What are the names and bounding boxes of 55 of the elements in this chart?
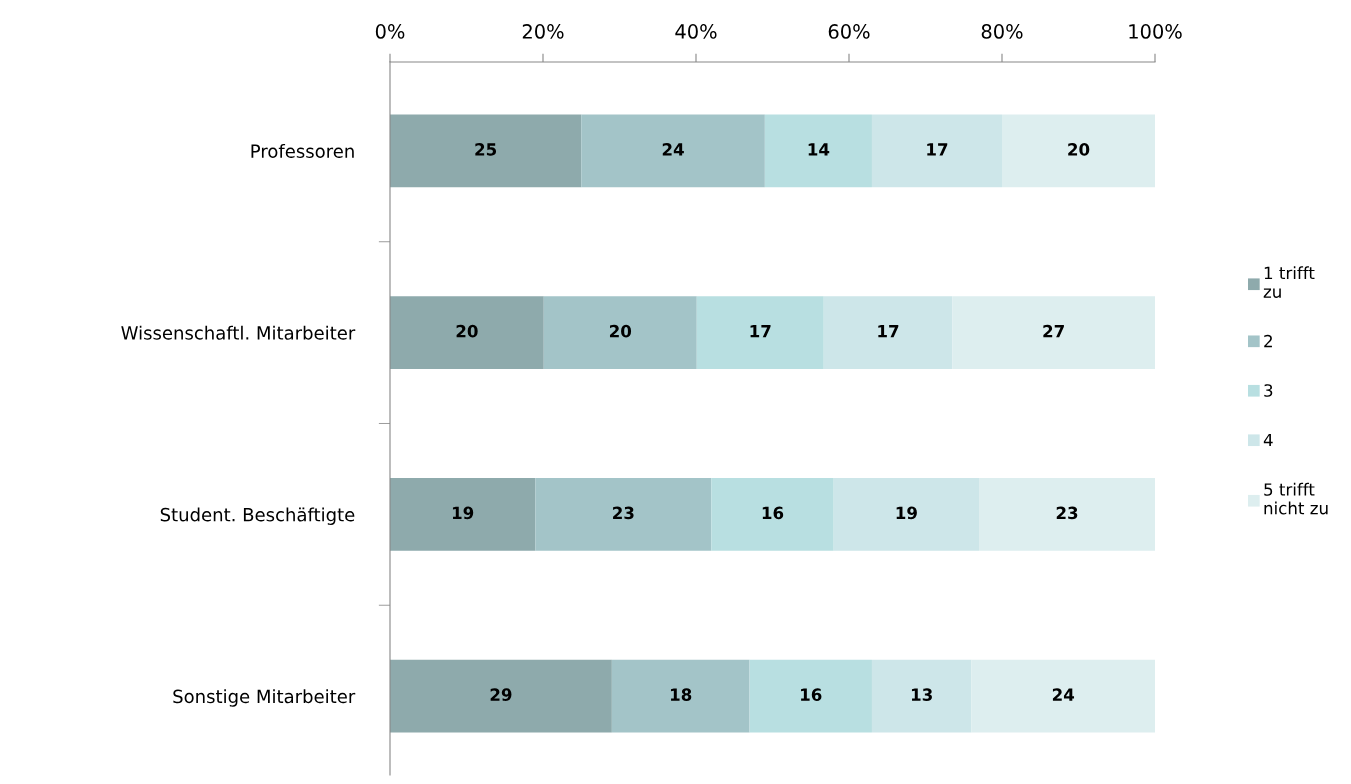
data-label: 16 [801, 688, 822, 701]
legend-label: 5 trifft nicht zu [1264, 482, 1328, 515]
x-tick-label: 20% [522, 24, 564, 39]
legend-label: 3 [1264, 384, 1273, 397]
data-label: 23 [613, 506, 634, 520]
legend-label: 1 trifft zu [1263, 266, 1315, 298]
data-label: 18 [670, 688, 692, 701]
bar [711, 478, 834, 551]
data-label: 17 [927, 143, 948, 156]
data-label: 13 [911, 688, 932, 701]
data-label: 25 [475, 143, 497, 156]
bar [871, 659, 972, 733]
data-label: 29 [490, 688, 512, 701]
data-label: 20 [1068, 143, 1090, 156]
x-tick-label: 60% [828, 24, 870, 39]
bar [390, 659, 612, 733]
bar [971, 659, 1155, 733]
bar [581, 114, 765, 188]
bar [535, 478, 712, 551]
bar [543, 296, 697, 369]
data-label: 20 [456, 324, 478, 338]
bar [390, 478, 536, 551]
data-label: 17 [750, 325, 771, 338]
bar [952, 296, 1155, 369]
bar [749, 659, 872, 733]
data-label: 24 [1052, 688, 1075, 701]
bar [764, 114, 872, 188]
y-tick-label: Sonstige Mitarbeiter [173, 689, 356, 707]
x-tick-label: 0% [375, 24, 405, 39]
data-label: 17 [878, 325, 899, 338]
x-tick-label: 100% [1129, 24, 1182, 39]
data-label: 27 [1043, 324, 1064, 338]
bar [390, 114, 582, 188]
bar [611, 659, 750, 733]
data-label: 23 [1056, 506, 1078, 520]
legend-label: 4 [1263, 433, 1273, 447]
data-label: 19 [896, 506, 917, 520]
y-tick-label: Student. Beschäftigte [160, 507, 355, 525]
y-tick-label: Professoren [251, 144, 354, 158]
data-label: 16 [762, 506, 784, 520]
x-tick-label: 40% [675, 24, 717, 39]
bar [1002, 114, 1155, 188]
data-label: 24 [662, 143, 684, 156]
bar [696, 296, 824, 369]
legend-label: 2 [1264, 334, 1272, 348]
data-label: 14 [808, 143, 830, 156]
bar [979, 478, 1155, 551]
x-tick-label: 80% [981, 24, 1023, 39]
bar [390, 296, 544, 369]
bar [833, 478, 980, 551]
data-label: 20 [609, 324, 632, 338]
bar [871, 114, 1002, 188]
data-label: 19 [452, 506, 474, 520]
bar [823, 296, 953, 369]
y-tick-label: Wissenschaftl. Mitarbeiter [121, 325, 356, 340]
